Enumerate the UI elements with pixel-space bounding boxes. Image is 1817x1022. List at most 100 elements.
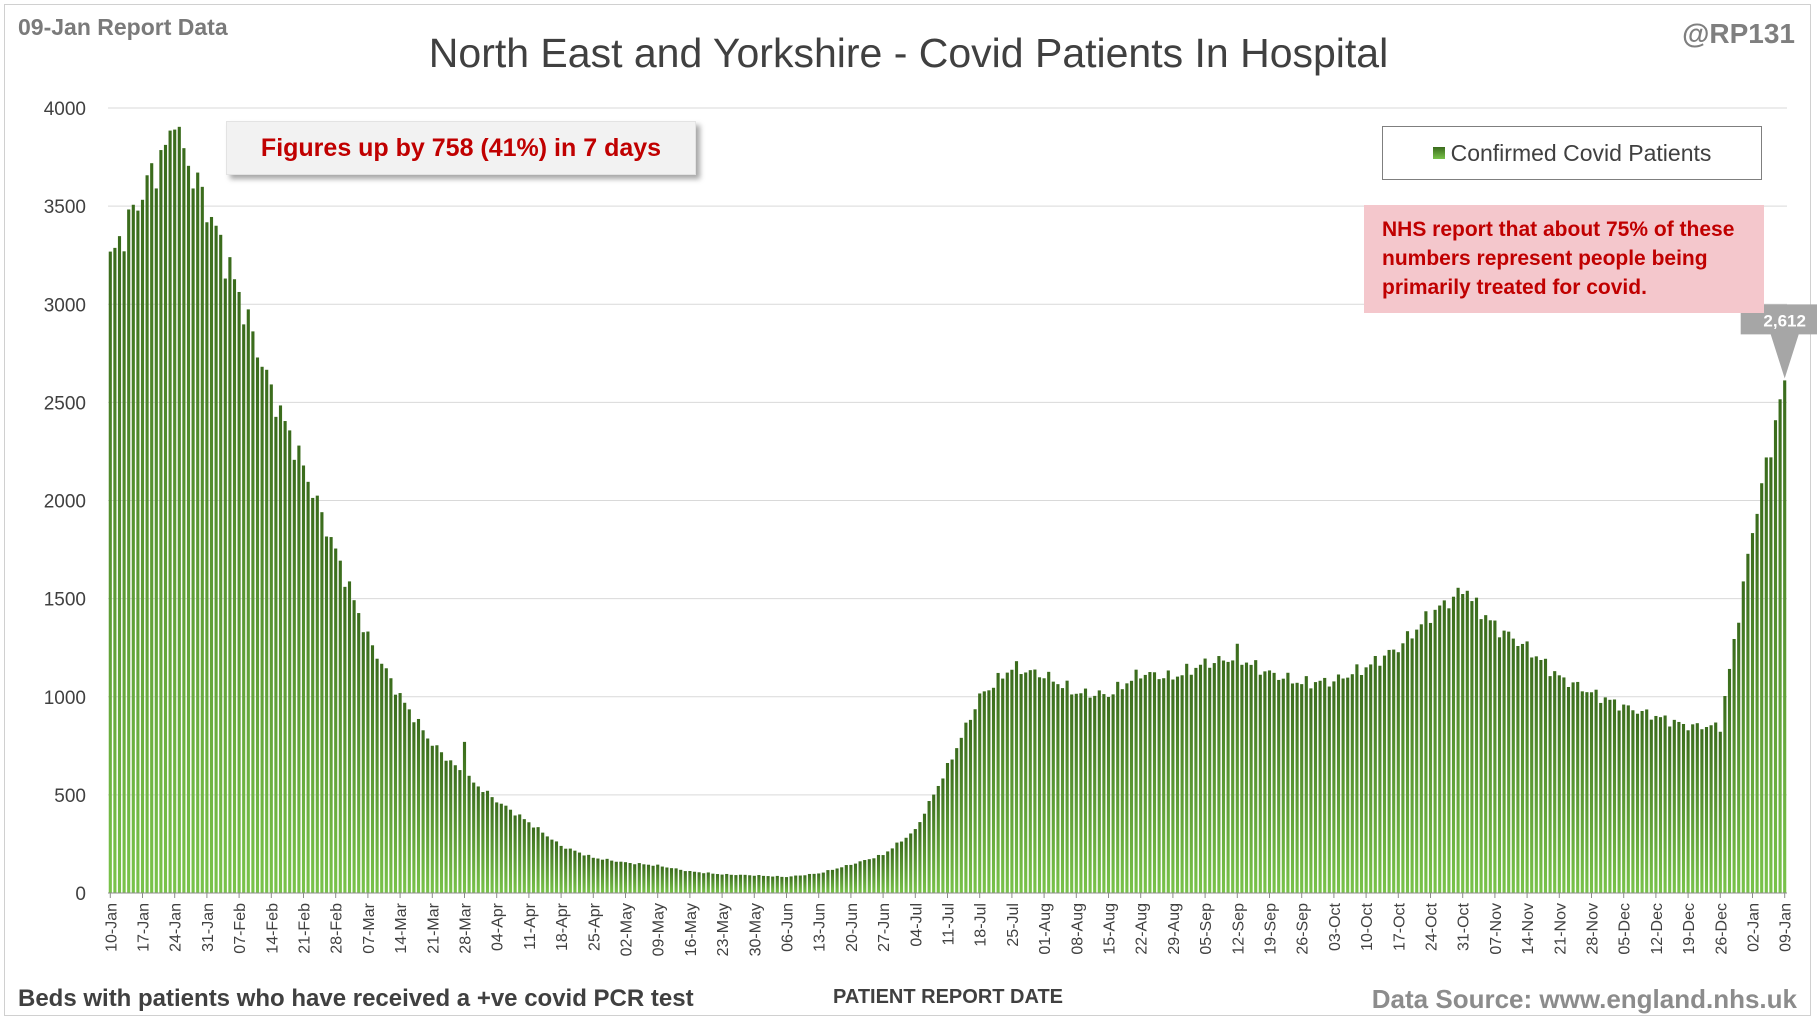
bar[interactable] [1254, 660, 1258, 893]
bar[interactable] [237, 291, 241, 893]
bar[interactable] [982, 691, 986, 893]
bar[interactable] [1065, 680, 1069, 893]
bar[interactable] [453, 765, 457, 893]
bar[interactable] [209, 216, 214, 894]
bar[interactable] [398, 693, 402, 893]
bar[interactable] [1341, 678, 1345, 893]
bar[interactable] [421, 730, 425, 893]
bar[interactable] [518, 814, 522, 893]
bar[interactable] [1557, 675, 1561, 893]
bar[interactable] [1415, 629, 1419, 893]
bar[interactable] [1488, 620, 1492, 893]
bar[interactable] [1263, 671, 1267, 893]
bar[interactable] [278, 405, 283, 893]
bar[interactable] [1079, 693, 1083, 893]
bar[interactable] [1042, 678, 1046, 893]
bar[interactable] [1300, 684, 1304, 893]
bar[interactable] [1451, 596, 1456, 893]
bar[interactable] [1093, 695, 1097, 893]
bar[interactable] [1382, 655, 1387, 893]
bar[interactable] [899, 841, 904, 893]
bar[interactable] [1746, 553, 1750, 893]
bar[interactable] [573, 850, 577, 893]
bar[interactable] [1645, 709, 1649, 893]
bar[interactable] [1783, 380, 1787, 893]
bar[interactable] [876, 854, 881, 893]
bar[interactable] [265, 369, 269, 893]
bar[interactable] [1631, 710, 1635, 893]
bar[interactable] [1594, 689, 1598, 893]
bar[interactable] [711, 873, 715, 893]
bar[interactable] [1295, 682, 1299, 893]
bar[interactable] [1732, 638, 1736, 893]
bar[interactable] [242, 324, 246, 893]
bar[interactable] [766, 876, 770, 893]
bar[interactable] [591, 857, 595, 893]
bar[interactable] [393, 694, 398, 893]
bar[interactable] [554, 841, 559, 893]
bar[interactable] [1005, 672, 1009, 893]
bar[interactable] [1718, 731, 1722, 893]
bar[interactable] [830, 869, 835, 893]
bar[interactable] [614, 861, 618, 893]
bar[interactable] [941, 778, 945, 893]
bar[interactable] [955, 748, 959, 893]
bar[interactable] [1484, 615, 1488, 893]
bar[interactable] [1313, 682, 1318, 893]
bar[interactable] [472, 782, 476, 893]
bar[interactable] [1143, 674, 1147, 893]
bar[interactable] [200, 186, 204, 893]
bar[interactable] [228, 257, 232, 893]
bar[interactable] [1162, 678, 1166, 893]
bar[interactable] [347, 581, 352, 893]
bar[interactable] [1369, 664, 1373, 893]
bar[interactable] [991, 687, 996, 893]
bar[interactable] [1589, 692, 1594, 893]
bar[interactable] [1212, 663, 1216, 893]
bar[interactable] [1240, 664, 1244, 893]
bar[interactable] [761, 875, 766, 893]
bar[interactable] [1617, 710, 1621, 893]
bar[interactable] [1185, 663, 1189, 893]
bar[interactable] [412, 722, 416, 893]
bar[interactable] [1198, 664, 1203, 893]
bar[interactable] [531, 827, 536, 893]
bar[interactable] [223, 278, 227, 893]
bar[interactable] [113, 247, 117, 894]
bar[interactable] [1764, 457, 1768, 893]
bar[interactable] [1442, 600, 1446, 893]
bar[interactable] [1024, 672, 1028, 893]
bar[interactable] [545, 836, 549, 893]
bar[interactable] [366, 631, 370, 893]
bar[interactable] [1511, 638, 1515, 893]
bar[interactable] [467, 775, 471, 893]
bar[interactable] [978, 693, 982, 893]
bar[interactable] [334, 548, 338, 893]
bar[interactable] [1737, 622, 1741, 893]
bar[interactable] [384, 668, 388, 893]
bar[interactable] [1410, 638, 1414, 893]
bar[interactable] [692, 871, 697, 893]
bar[interactable] [1672, 719, 1676, 893]
bar[interactable] [1654, 715, 1658, 893]
bar[interactable] [757, 875, 761, 893]
bar[interactable] [449, 760, 453, 893]
bar[interactable] [568, 848, 572, 893]
bar[interactable] [1516, 645, 1520, 893]
bar[interactable] [853, 863, 858, 893]
bar[interactable] [817, 873, 821, 893]
bar[interactable] [674, 868, 678, 893]
bar[interactable] [508, 809, 513, 893]
bar[interactable] [679, 869, 683, 893]
bar[interactable] [683, 871, 687, 893]
bar[interactable] [867, 859, 871, 893]
bar[interactable] [697, 872, 701, 893]
bar[interactable] [1507, 631, 1511, 893]
bar[interactable] [315, 495, 319, 893]
bar[interactable] [1424, 611, 1428, 893]
bar[interactable] [1474, 597, 1479, 893]
bar[interactable] [748, 875, 752, 893]
bar[interactable] [1378, 665, 1382, 893]
bar[interactable] [738, 874, 743, 893]
bar[interactable] [651, 865, 655, 893]
